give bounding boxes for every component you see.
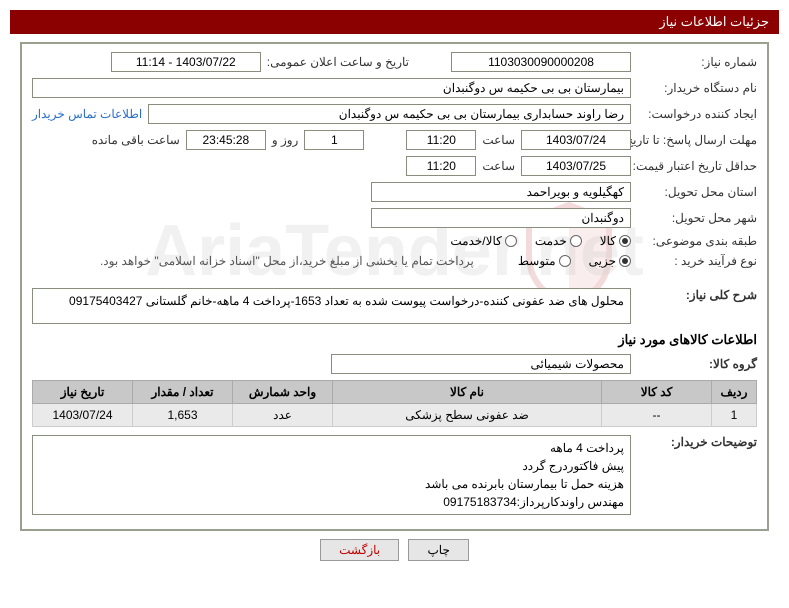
radio-partial[interactable]: جزیی: [589, 254, 631, 268]
contact-link[interactable]: اطلاعات تماس خریدار: [32, 107, 142, 121]
cell-row: 1: [712, 404, 757, 427]
buyer-org-value: بیمارستان بی بی حکیمه س دوگنبدان: [32, 78, 631, 98]
radio-service[interactable]: خدمت: [535, 234, 582, 248]
th-name: نام کالا: [333, 381, 602, 404]
desc-value: محلول های ضد عفونی کننده-درخواست پیوست ش…: [32, 288, 631, 324]
th-code: کد کالا: [602, 381, 712, 404]
th-date: تاریخ نیاز: [33, 381, 133, 404]
day-and-label: روز و: [272, 133, 299, 147]
city-value: دوگنبدان: [371, 208, 631, 228]
group-label: گروه کالا:: [637, 357, 757, 371]
need-no-value: 1103030090000208: [451, 52, 631, 72]
group-value: محصولات شیمیائی: [331, 354, 631, 374]
cell-code: --: [602, 404, 712, 427]
notes-value: پرداخت 4 ماهه پیش فاکتوردرج گردد هزینه ح…: [32, 435, 631, 515]
cell-date: 1403/07/24: [33, 404, 133, 427]
details-panel: شماره نیاز: 1103030090000208 تاریخ و ساع…: [20, 42, 769, 531]
buyer-org-label: نام دستگاه خریدار:: [637, 81, 757, 95]
reply-date-value: 1403/07/24: [521, 130, 631, 150]
requester-value: رضا راوند حسابداری بیمارستان بی بی حکیمه…: [148, 104, 631, 124]
desc-label: شرح کلی نیاز:: [637, 288, 757, 302]
radio-goods[interactable]: کالا: [600, 234, 631, 248]
process-note: پرداخت تمام یا بخشی از مبلغ خرید،از محل …: [100, 254, 474, 268]
reply-deadline-label: مهلت ارسال پاسخ: تا تاریخ:: [637, 133, 757, 147]
cell-unit: عدد: [233, 404, 333, 427]
cell-name: ضد عفونی سطح پزشکی: [333, 404, 602, 427]
print-button[interactable]: چاپ: [408, 539, 468, 561]
valid-label: حداقل تاریخ اعتبار قیمت: تا تاریخ:: [637, 159, 757, 173]
remaining-label: ساعت باقی مانده: [92, 133, 180, 147]
reply-time-value: 11:20: [406, 130, 476, 150]
requester-label: ایجاد کننده درخواست:: [637, 107, 757, 121]
button-row: چاپ بازگشت: [0, 539, 789, 561]
page-title: جزئیات اطلاعات نیاز: [659, 14, 769, 29]
th-unit: واحد شمارش: [233, 381, 333, 404]
days-value: 1: [304, 130, 364, 150]
th-row: ردیف: [712, 381, 757, 404]
city-label: شهر محل تحویل:: [637, 211, 757, 225]
items-table: ردیف کد کالا نام کالا واحد شمارش تعداد /…: [32, 380, 757, 427]
need-no-label: شماره نیاز:: [637, 55, 757, 69]
back-button[interactable]: بازگشت: [320, 539, 399, 561]
items-section-title: اطلاعات کالاهای مورد نیاز: [32, 332, 757, 348]
countdown-value: 23:45:28: [186, 130, 266, 150]
process-label: نوع فرآیند خرید :: [637, 254, 757, 268]
table-row: 1 -- ضد عفونی سطح پزشکی عدد 1,653 1403/0…: [33, 404, 757, 427]
announce-label: تاریخ و ساعت اعلان عمومی:: [267, 55, 409, 69]
radio-both[interactable]: کالا/خدمت: [450, 234, 516, 248]
radio-medium[interactable]: متوسط: [518, 254, 571, 268]
th-qty: تعداد / مقدار: [133, 381, 233, 404]
announce-value: 1403/07/22 - 11:14: [111, 52, 261, 72]
class-label: طبقه بندی موضوعی:: [637, 234, 757, 248]
time-label-2: ساعت: [482, 159, 515, 173]
page-header: جزئیات اطلاعات نیاز: [10, 10, 779, 34]
valid-time-value: 11:20: [406, 156, 476, 176]
province-label: استان محل تحویل:: [637, 185, 757, 199]
valid-date-value: 1403/07/25: [521, 156, 631, 176]
province-value: کهگیلویه و بویراحمد: [371, 182, 631, 202]
notes-label: توضیحات خریدار:: [637, 435, 757, 449]
cell-qty: 1,653: [133, 404, 233, 427]
time-label-1: ساعت: [482, 133, 515, 147]
